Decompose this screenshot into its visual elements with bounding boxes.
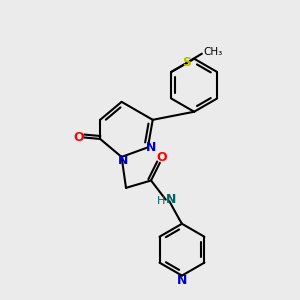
Text: H: H <box>157 196 166 206</box>
Text: O: O <box>156 151 166 164</box>
Text: S: S <box>183 56 192 69</box>
Text: N: N <box>166 193 176 206</box>
Text: O: O <box>74 131 84 144</box>
Text: N: N <box>177 274 187 287</box>
Text: N: N <box>146 141 157 154</box>
Text: N: N <box>118 154 128 167</box>
Text: CH₃: CH₃ <box>203 47 223 57</box>
